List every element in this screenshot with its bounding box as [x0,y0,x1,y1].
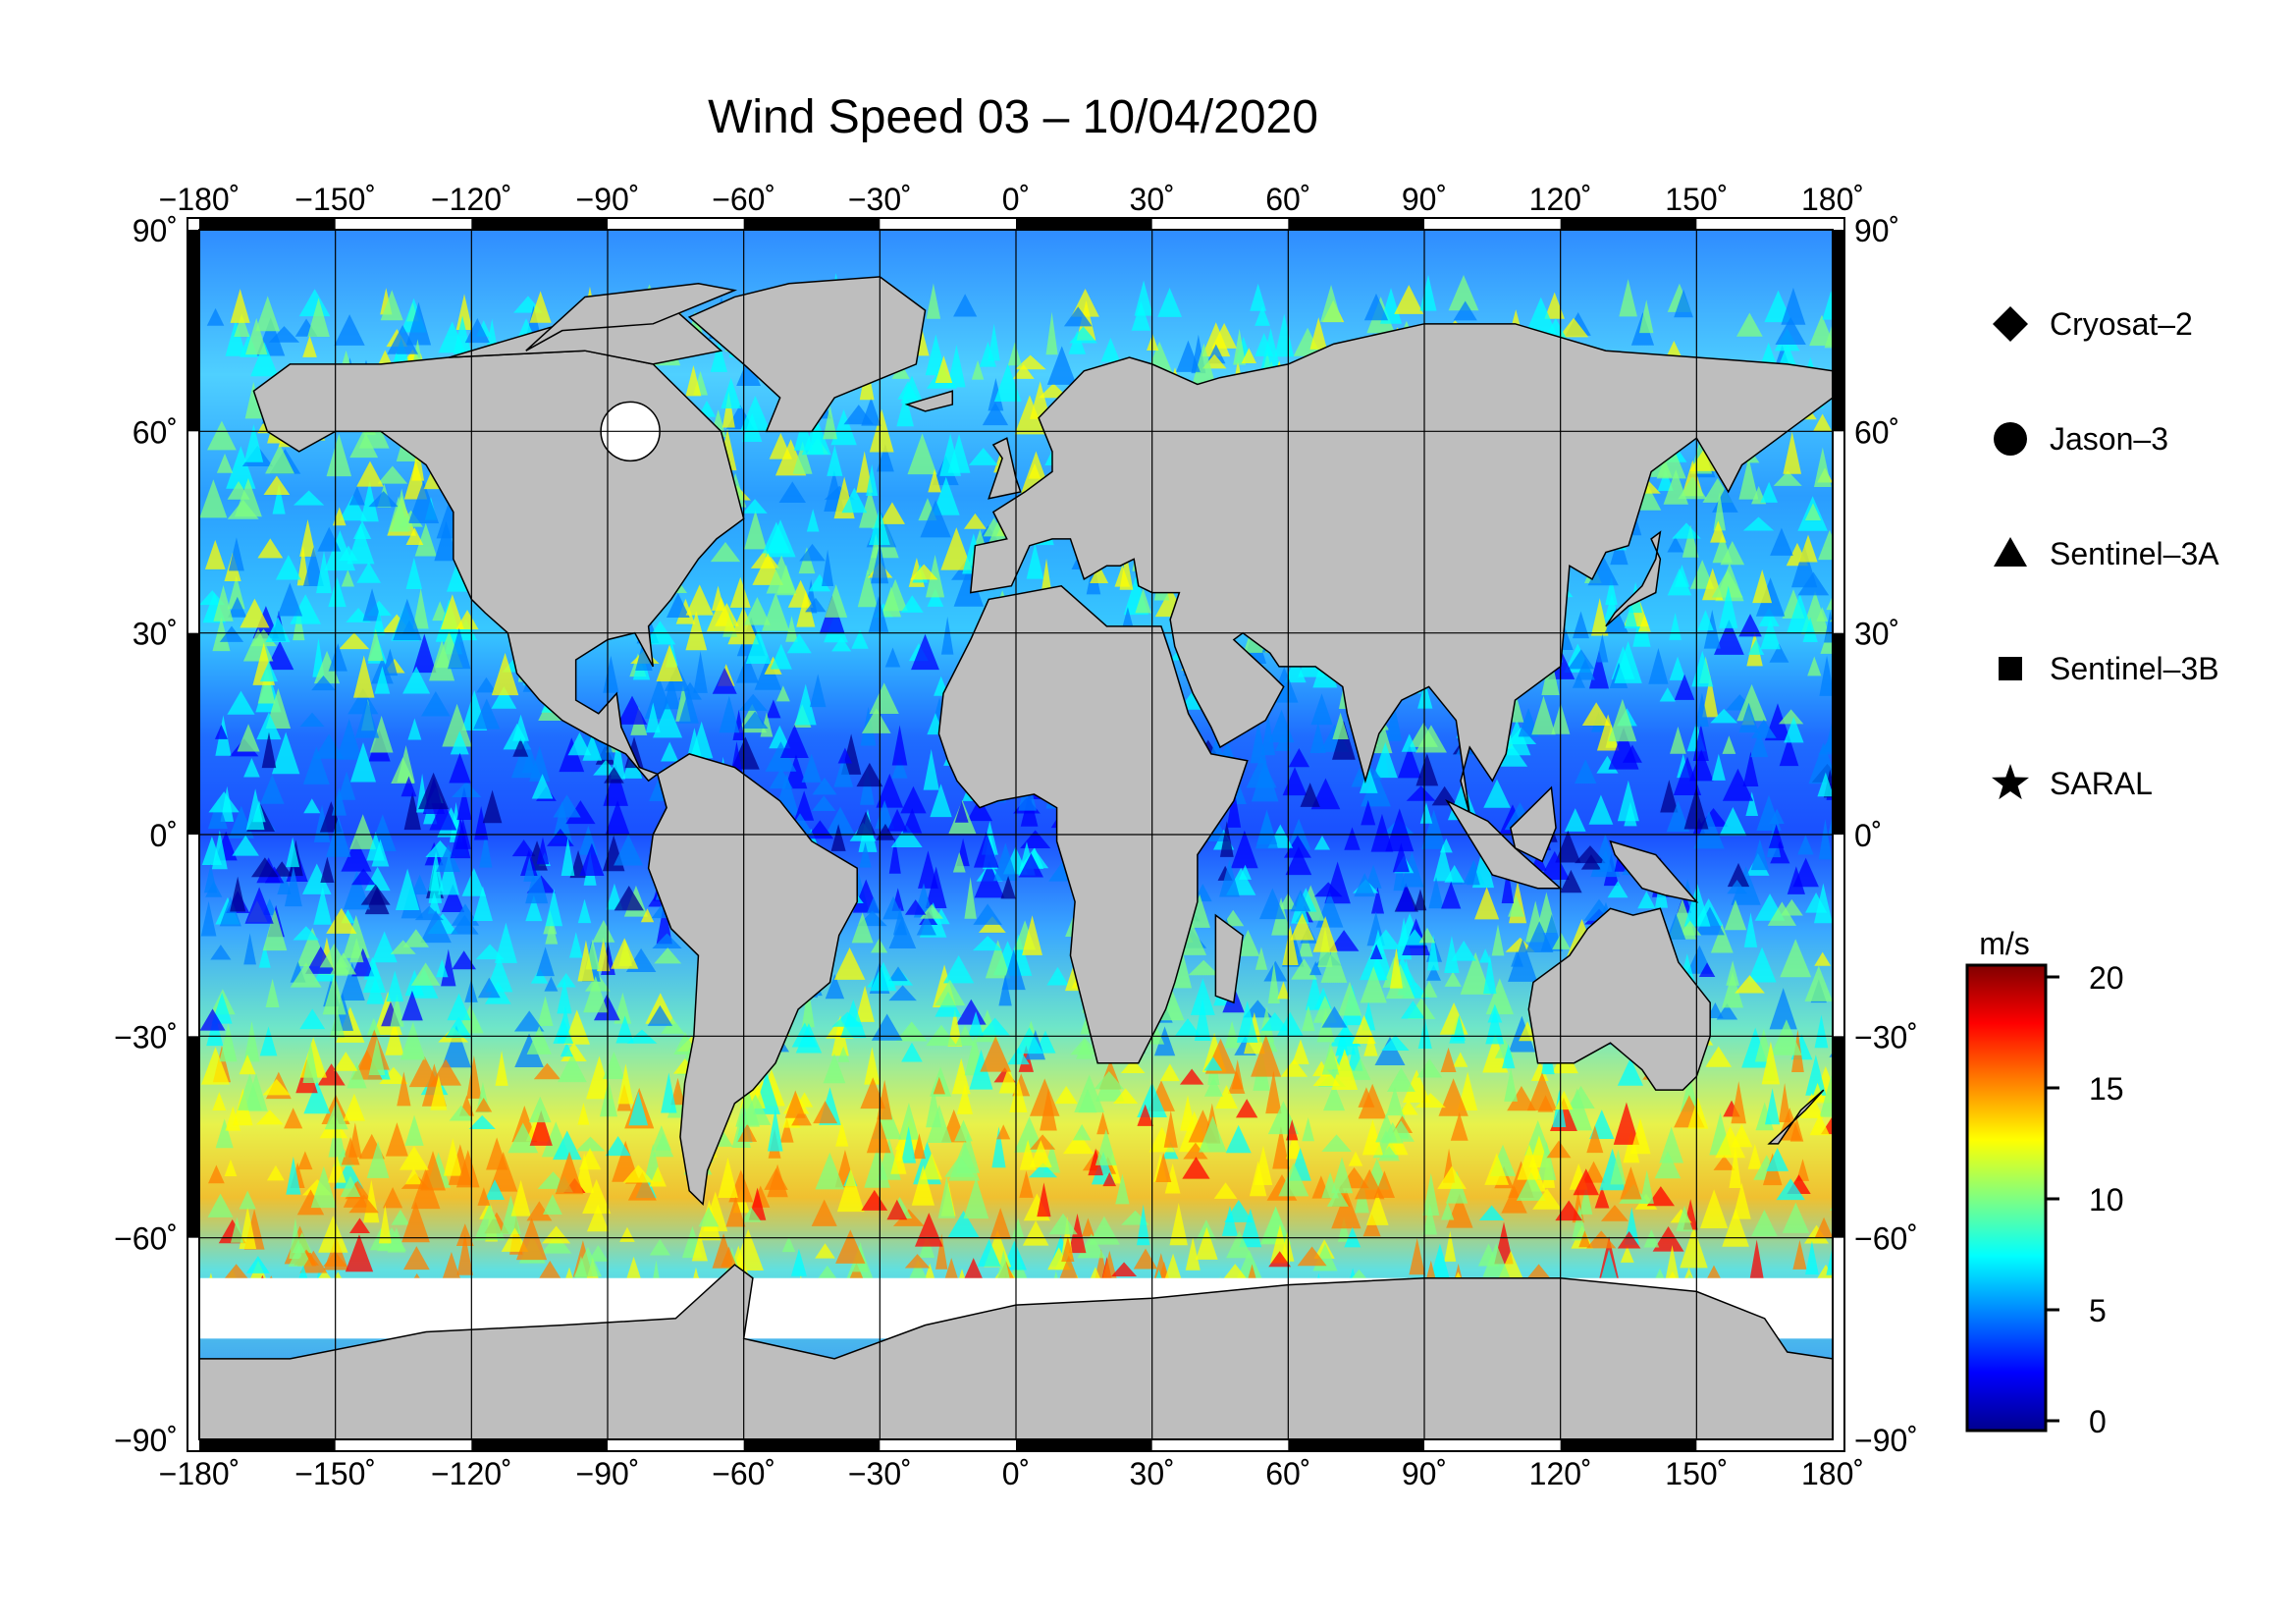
longitude-tick-label: 90˚ [1402,1456,1447,1491]
colorbar-tick-label: 5 [2089,1293,2107,1328]
longitude-tick-label: −90˚ [576,182,640,217]
frame-segment [199,1439,336,1451]
longitude-tick-label: −30˚ [848,182,912,217]
longitude-tick-label: −60˚ [712,182,775,217]
landmass [969,323,1833,815]
legend-label: Jason–3 [2050,421,2168,457]
landmass [687,276,927,433]
frame-segment [1016,1439,1152,1451]
frame-segment [1288,218,1424,230]
triangle-icon [1994,537,2027,567]
colorbar: m/s 20 15 10 5 0 [1965,926,2124,1439]
latitude-tick-label: 90˚ [133,213,178,248]
longitude-tick-label: 0˚ [1002,1456,1030,1491]
latitude-tick-label: 60˚ [133,414,178,450]
latitude-tick-label: 0˚ [150,818,178,853]
colorbar-tick-label: 0 [2089,1404,2107,1439]
longitude-tick-label: 0˚ [1002,182,1030,217]
legend-label: SARAL [2050,766,2153,801]
frame-segment [187,230,199,432]
frame-segment [1560,1439,1697,1451]
landmass [525,282,738,352]
longitude-tick-label: −90˚ [576,1456,640,1491]
frame-segment [743,1439,881,1451]
star-icon [1991,764,2030,800]
landmass [1527,907,1711,1091]
longitude-tick-label: −120˚ [431,182,512,217]
axis-tick-labels: −180˚ −180˚ −150˚ −150˚ −120˚ −120˚ −90˚ −90˚ −6… [114,182,1918,1491]
longitude-tick-label: 90˚ [1402,182,1447,217]
map-frame [187,217,1845,1452]
landmass [1214,913,1244,1004]
longitude-tick-label: 180˚ [1801,182,1864,217]
frame-segment [471,218,608,230]
landmass [988,437,1022,500]
legend-label: Sentinel–3B [2050,651,2219,686]
latitude-tick-label: −90˚ [1854,1423,1918,1458]
latitude-tick-label: −30˚ [1854,1019,1918,1055]
landmass [1509,785,1557,863]
satellite-legend: Cryosat–2 Jason–3 Sentinel–3A Sentinel–3B SA… [1991,306,2219,801]
longitude-tick-label: −180˚ [159,1456,240,1491]
longitude-tick-label: −60˚ [712,1456,775,1491]
landmass [1605,530,1662,627]
diamond-icon [1993,306,2028,342]
latitude-tick-label: −60˚ [1854,1221,1918,1257]
latitude-tick-label: 0˚ [1854,818,1882,853]
colorbar-tick-label: 20 [2089,960,2124,996]
latitude-tick-label: −60˚ [114,1221,178,1257]
latitude-tick-label: 30˚ [133,617,178,652]
frame-segment [1560,218,1697,230]
frame-segment [1833,230,1844,432]
longitude-tick-label: 30˚ [1130,1456,1175,1491]
latitude-tick-label: 90˚ [1854,213,1899,248]
longitude-tick-label: −120˚ [431,1456,512,1491]
colorbar-unit-label: m/s [1979,926,2030,961]
longitude-tick-label: −180˚ [159,182,240,217]
frame-segment [187,1036,199,1238]
colorbar-gradient [1965,963,2048,1433]
longitude-tick-label: −150˚ [294,182,376,217]
landmass [904,390,954,412]
frame-segment [199,218,336,230]
frame-segment [1833,1036,1844,1238]
colorbar-tick-label: 15 [2089,1071,2124,1107]
landmass [1609,839,1699,903]
longitude-tick-label: −150˚ [294,1456,376,1491]
longitude-tick-label: 60˚ [1265,1456,1310,1491]
longitude-tick-label: 30˚ [1130,182,1175,217]
longitude-tick-label: 150˚ [1665,182,1728,217]
frame-segment [1288,1439,1424,1451]
square-icon [1999,657,2022,680]
colorbar-ticks: 20 15 10 5 0 [2046,960,2124,1439]
landmass [1767,1089,1825,1145]
frame-segment [1833,632,1844,835]
frame-segment [1016,218,1152,230]
circle-icon [1994,422,2027,456]
legend-label: Cryosat–2 [2050,306,2193,342]
colorbar-tick-label: 10 [2089,1182,2124,1217]
latitude-tick-label: −90˚ [114,1423,178,1458]
frame-segment [471,1439,608,1451]
legend-label: Sentinel–3A [2050,536,2219,571]
longitude-tick-label: −30˚ [848,1456,912,1491]
frame-segment [187,632,199,835]
landmass [647,753,858,1207]
longitude-tick-label: 180˚ [1801,1456,1864,1491]
longitude-tick-label: 120˚ [1529,182,1592,217]
latitude-tick-label: 60˚ [1854,414,1899,450]
latitude-tick-label: 30˚ [1854,617,1899,652]
latitude-tick-label: −30˚ [114,1019,178,1055]
frame-segment [743,218,881,230]
longitude-tick-label: 120˚ [1529,1456,1592,1491]
longitude-tick-label: 60˚ [1265,182,1310,217]
longitude-tick-label: 150˚ [1665,1456,1728,1491]
map-title: Wind Speed 03 – 10/04/2020 [708,91,1318,143]
